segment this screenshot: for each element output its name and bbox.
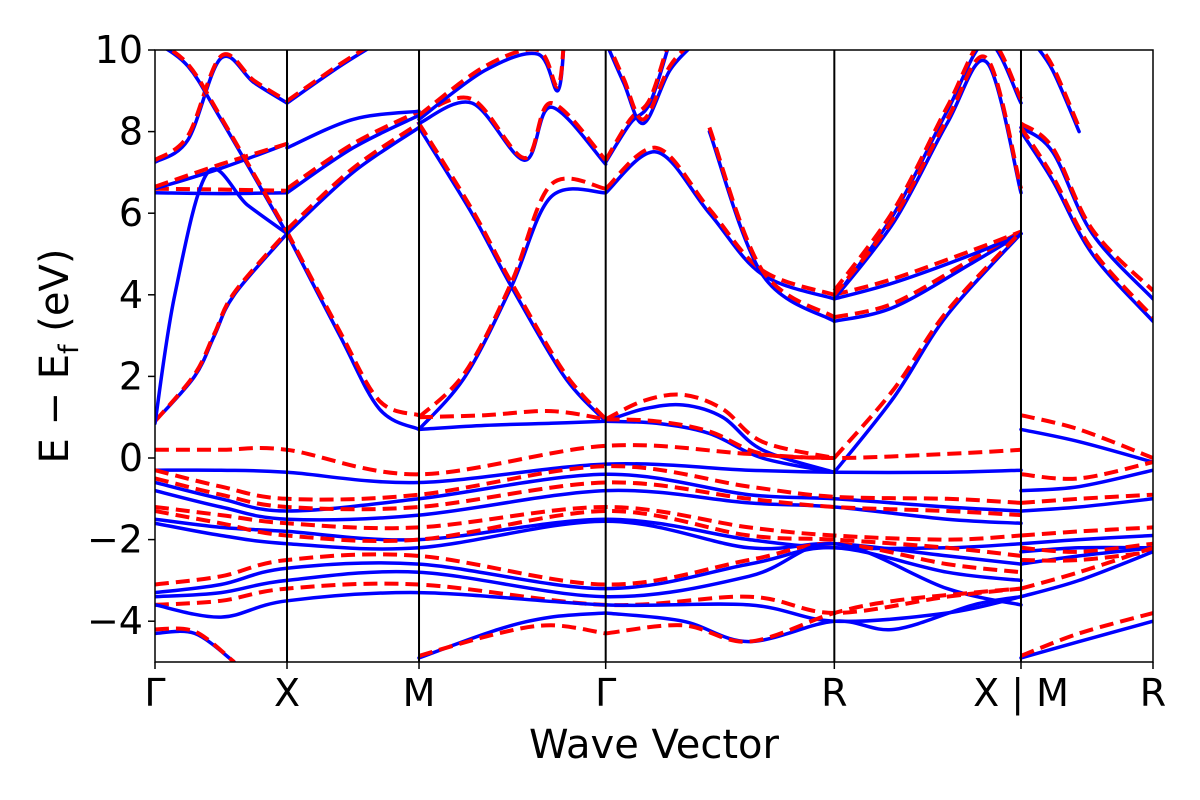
red-dashed-band-61: [155, 443, 1022, 477]
blue-solid-band-0: [155, 191, 289, 196]
red-dashed-band-45: [833, 229, 1022, 297]
blue-solid-band-24: [417, 419, 608, 432]
y-tick-label-1: 8: [119, 110, 143, 154]
y-axis-title-main: E − E: [32, 354, 78, 464]
red-dashed-band-27: [418, 95, 608, 162]
red-dashed-band-35: [604, 145, 835, 297]
y-tick-label-4: 2: [119, 354, 143, 398]
y-axis-title: E − Ef (eV): [32, 249, 85, 464]
red-dashed-band-5: [155, 52, 289, 162]
red-dashed-band-53: [1019, 121, 1153, 293]
x-tick-label-2: M: [403, 671, 436, 715]
x-axis-ticks: Γ X M Γ R X | M R: [144, 662, 1166, 716]
red-dashed-band-21: [417, 122, 608, 421]
y-tick-label-5: 0: [119, 436, 143, 480]
x-tick-label-3: Γ: [595, 671, 616, 715]
red-dashed-band-90: [1020, 541, 1153, 554]
red-dashed-band-55: [1019, 126, 1153, 319]
blue-solid-band-13: [285, 125, 421, 236]
blue-solid-band-17: [285, 109, 421, 150]
red-dashed-band-49: [832, 54, 1023, 297]
y-axis-title-unit: (eV): [32, 249, 78, 345]
blue-solid-band-85: [1019, 497, 1153, 513]
red-dashed-band-63: [155, 464, 1022, 505]
red-dashed-band-80: [605, 586, 1022, 644]
red-dashed-band-1: [155, 186, 288, 193]
red-dashed-band-69: [155, 508, 1022, 558]
blue-solid-band-22: [417, 187, 608, 432]
red-dashed-band-31: [604, 392, 835, 460]
red-dashed-band-25: [418, 409, 607, 422]
blue-solid-band-93: [1019, 550, 1153, 599]
blue-solid-band-87: [1019, 533, 1153, 546]
plot-frame: [154, 49, 1154, 663]
high-symmetry-lines: [286, 50, 1022, 662]
red-dashed-band-43: [833, 229, 1022, 320]
y-tick-label-6: −2: [87, 518, 143, 562]
red-dashed-band-16: [285, 109, 420, 191]
red-dashed-band-3: [155, 141, 288, 189]
y-tick-label-7: −4: [87, 599, 143, 643]
y-tick-label-0: 10: [95, 28, 143, 72]
blue-solid-band-83: [1019, 468, 1153, 493]
red-dashed-band-41: [707, 126, 836, 319]
red-dashed-band-37: [603, 50, 669, 162]
red-dashed-band-47: [832, 50, 1023, 292]
y-tick-label-2: 6: [119, 191, 143, 235]
x-axis-title: Wave Vector: [529, 722, 780, 768]
red-dashed-band-7: [155, 230, 289, 423]
red-dashed-band-59: [1020, 413, 1153, 460]
red-dashed-band-88: [1020, 525, 1153, 538]
blue-solid-band-40: [707, 129, 837, 324]
red-dashed-band-57: [1039, 50, 1081, 129]
blue-solid-band-8: [155, 167, 289, 426]
blue-solid-band-50: [832, 231, 1023, 475]
red-dashed-band-29: [417, 50, 566, 117]
blue-solid-band-34: [603, 150, 837, 301]
blue-solid-band-58: [1019, 427, 1153, 464]
red-dashed-band-19: [285, 50, 367, 103]
blue-solid-band-75: [155, 629, 236, 662]
red-dashed-band-86: [1020, 492, 1153, 505]
y-axis-ticks: 10 8 6 4 2 0 −2 −4: [87, 28, 155, 643]
red-dashed-band-92: [1020, 549, 1153, 563]
red-dashed-band-76: [155, 626, 236, 662]
red-dashed-band-10: [167, 50, 289, 233]
blue-solid-band-26: [417, 100, 608, 166]
blue-solid-band-46: [832, 50, 1023, 301]
blue-solid-band-48: [832, 58, 1023, 301]
x-tick-label-0: Γ: [144, 671, 165, 715]
blue-solid-band-15: [285, 113, 421, 195]
red-dashed-band-39: [608, 50, 687, 122]
red-dashed-band-12: [285, 230, 420, 418]
red-dashed-band-65: [155, 476, 1022, 518]
red-dashed-band-23: [417, 176, 607, 419]
red-dashed-band-84: [1020, 460, 1153, 481]
x-tick-label-6: R: [1140, 671, 1166, 715]
x-tick-label-5: X | M: [973, 671, 1069, 716]
blue-solid-band-81: [1019, 619, 1153, 660]
blue-solid-band-42: [832, 231, 1023, 324]
band-lines: [155, 50, 1153, 662]
blue-solid-band-2: [155, 142, 289, 191]
red-dashed-band-14: [285, 121, 421, 231]
y-axis-title-group: E − Ef (eV): [32, 249, 85, 464]
blue-solid-band-28: [417, 50, 566, 122]
blue-solid-band-44: [832, 231, 1023, 301]
x-tick-label-4: R: [821, 671, 847, 715]
y-axis-title-subscript: f: [54, 343, 85, 354]
y-tick-label-3: 4: [119, 273, 143, 317]
red-dashed-band-78: [418, 623, 607, 658]
x-tick-label-1: X: [274, 671, 300, 715]
